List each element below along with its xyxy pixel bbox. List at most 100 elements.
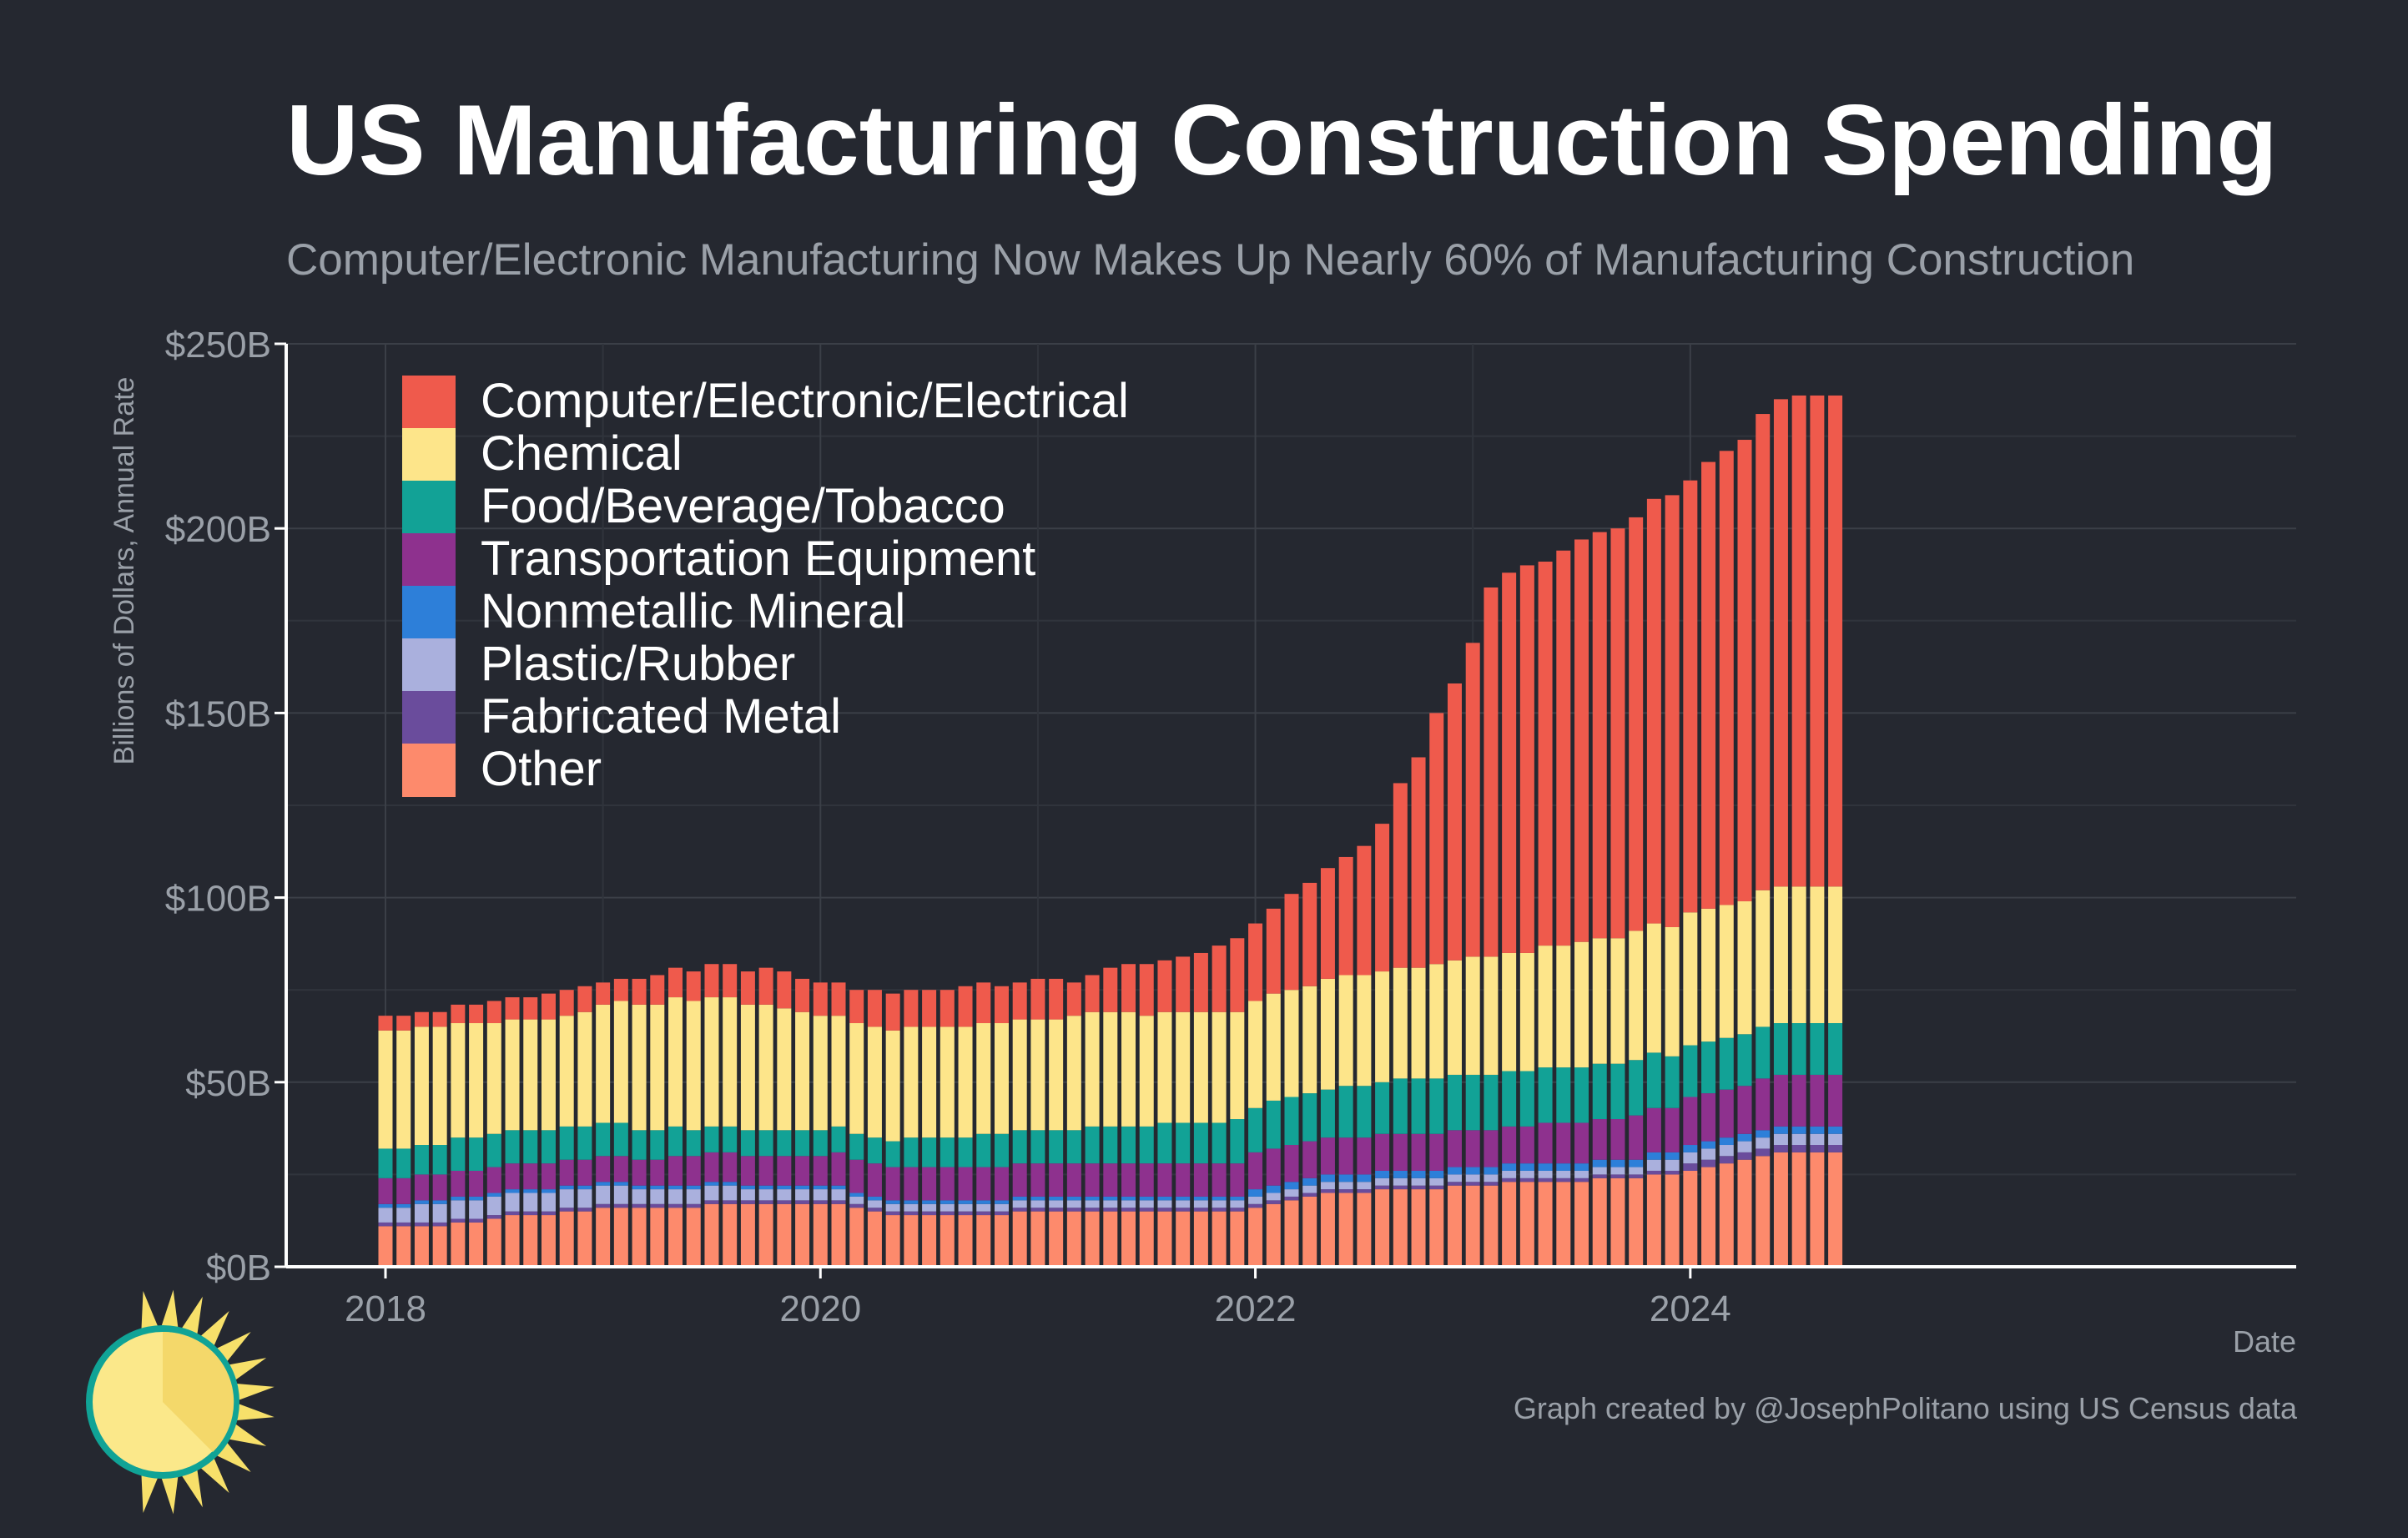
bar-segment-plastic-rubber [577, 1189, 592, 1208]
bar-segment-other [668, 1208, 683, 1267]
y-axis-label: Billions of Dollars, Annual Rate [108, 377, 140, 765]
bar-segment-computer-electronic-electrical [1792, 396, 1806, 886]
bar-segment-nonmetallic-mineral [1792, 1127, 1806, 1134]
bar-month-7 [506, 997, 520, 1267]
bar-segment-other [1067, 1212, 1081, 1267]
bar-month-10 [560, 990, 574, 1267]
bar-segment-food-beverage-tobacco [1393, 1078, 1408, 1133]
bar-month-71 [1665, 495, 1680, 1267]
bar-segment-computer-electronic-electrical [1756, 414, 1770, 890]
bar-segment-fabricated-metal [904, 1212, 918, 1215]
bar-segment-nonmetallic-mineral [451, 1197, 465, 1200]
bar-month-53 [1339, 857, 1353, 1267]
bar-segment-computer-electronic-electrical [959, 986, 973, 1027]
bar-segment-chemical [995, 1023, 1009, 1134]
bar-segment-chemical [1448, 961, 1462, 1075]
bar-segment-transportation-equipment [704, 1152, 718, 1182]
bar-segment-computer-electronic-electrical [1556, 551, 1570, 945]
bar-segment-fabricated-metal [469, 1218, 483, 1222]
bar-month-52 [1321, 868, 1335, 1267]
bar-segment-food-beverage-tobacco [1013, 1130, 1027, 1163]
bar-segment-computer-electronic-electrical [1701, 462, 1715, 909]
bar-segment-transportation-equipment [1267, 1148, 1281, 1185]
bar-segment-chemical [1810, 886, 1824, 1023]
bar-segment-plastic-rubber [1248, 1197, 1262, 1204]
bar-segment-other [1176, 1212, 1190, 1267]
bar-segment-food-beverage-tobacco [1049, 1130, 1063, 1163]
bar-segment-nonmetallic-mineral [1103, 1197, 1117, 1200]
bar-segment-computer-electronic-electrical [723, 964, 737, 997]
bar-segment-other [1484, 1186, 1498, 1267]
bar-segment-plastic-rubber [1267, 1193, 1281, 1201]
legend-swatch [402, 533, 456, 587]
bar-segment-other [1030, 1212, 1045, 1267]
bar-segment-plastic-rubber [469, 1200, 483, 1218]
bar-month-72 [1683, 481, 1697, 1267]
legend-item-transportation-equipment: Transportation Equipment [402, 532, 1035, 587]
bar-segment-fabricated-metal [1792, 1145, 1806, 1152]
bar-segment-computer-electronic-electrical [1539, 562, 1553, 945]
bar-month-62 [1502, 572, 1516, 1267]
bar-segment-computer-electronic-electrical [1067, 982, 1081, 1016]
bar-month-14 [632, 979, 647, 1267]
bar-segment-fabricated-metal [1810, 1145, 1824, 1152]
bar-month-41 [1121, 964, 1136, 1267]
bar-segment-computer-electronic-electrical [832, 982, 846, 1016]
legend-swatch [402, 481, 456, 534]
bar-segment-transportation-equipment [1701, 1093, 1715, 1142]
bar-segment-transportation-equipment [1792, 1075, 1806, 1127]
bar-segment-other [596, 1208, 610, 1267]
bar-segment-plastic-rubber [614, 1186, 628, 1204]
bar-segment-transportation-equipment [451, 1171, 465, 1197]
bar-segment-transportation-equipment [1013, 1163, 1027, 1197]
bar-segment-food-beverage-tobacco [704, 1127, 718, 1152]
bar-segment-chemical [904, 1026, 918, 1137]
legend-label: Transportation Equipment [481, 532, 1035, 586]
bar-segment-food-beverage-tobacco [1267, 1101, 1281, 1149]
bar-segment-plastic-rubber [632, 1189, 647, 1204]
bar-segment-food-beverage-tobacco [1647, 1052, 1661, 1107]
bar-segment-chemical [1720, 905, 1734, 1037]
bar-segment-nonmetallic-mineral [1121, 1197, 1136, 1200]
bar-segment-fabricated-metal [487, 1215, 501, 1218]
bar-segment-transportation-equipment [1647, 1108, 1661, 1152]
bar-segment-transportation-equipment [1103, 1163, 1117, 1197]
bar-segment-transportation-equipment [1176, 1163, 1190, 1197]
bar-segment-food-beverage-tobacco [777, 1130, 791, 1156]
bar-segment-transportation-equipment [1302, 1142, 1317, 1178]
bar-segment-plastic-rubber [995, 1204, 1009, 1212]
bar-segment-nonmetallic-mineral [995, 1200, 1009, 1203]
bar-segment-chemical [1302, 986, 1317, 1093]
legend-swatch [402, 586, 456, 639]
bar-segment-chemical [1230, 1012, 1244, 1119]
bar-segment-plastic-rubber [650, 1189, 664, 1204]
bar-segment-other [632, 1208, 647, 1267]
legend-label: Nonmetallic Mineral [481, 584, 905, 638]
bar-segment-plastic-rubber [922, 1204, 936, 1212]
bar-segment-other [1103, 1212, 1117, 1267]
bar-segment-plastic-rubber [777, 1189, 791, 1200]
bar-segment-transportation-equipment [506, 1163, 520, 1189]
legend-swatch [402, 428, 456, 482]
bar-segment-nonmetallic-mineral [1665, 1152, 1680, 1160]
bar-segment-food-beverage-tobacco [1448, 1075, 1462, 1130]
bar-segment-food-beverage-tobacco [1140, 1127, 1154, 1163]
bar-segment-food-beverage-tobacco [1194, 1122, 1208, 1163]
bar-segment-other [523, 1215, 537, 1267]
bar-month-17 [687, 971, 701, 1267]
bar-segment-food-beverage-tobacco [560, 1127, 574, 1160]
bar-month-16 [668, 968, 683, 1267]
bar-segment-computer-electronic-electrical [560, 990, 574, 1016]
bar-segment-other [1774, 1152, 1788, 1267]
bar-segment-nonmetallic-mineral [1030, 1197, 1045, 1200]
bar-segment-plastic-rubber [1828, 1134, 1842, 1145]
bar-segment-fabricated-metal [1520, 1178, 1534, 1182]
bar-segment-other [832, 1204, 846, 1267]
bar-segment-transportation-equipment [687, 1156, 701, 1185]
bar-month-47 [1230, 938, 1244, 1267]
bar-segment-fabricated-metal [1448, 1182, 1462, 1185]
bar-segment-transportation-equipment [777, 1156, 791, 1185]
bar-segment-transportation-equipment [1321, 1137, 1335, 1174]
bar-segment-chemical [1086, 1012, 1100, 1127]
bar-segment-transportation-equipment [560, 1160, 574, 1186]
